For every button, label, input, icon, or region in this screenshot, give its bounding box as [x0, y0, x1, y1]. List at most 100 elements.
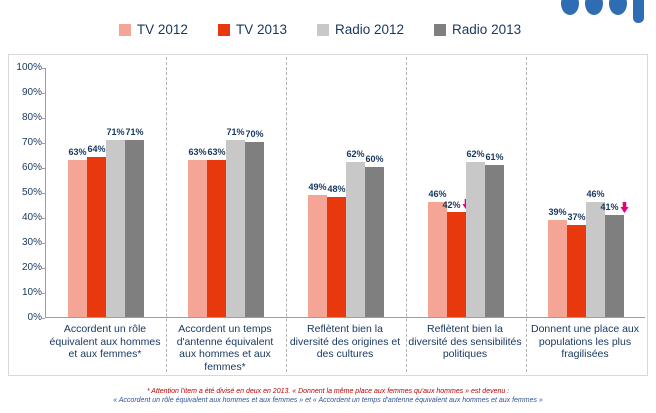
legend-swatch	[118, 23, 131, 36]
bar-tv-2012: 63%	[188, 147, 207, 317]
logo-shape	[633, 0, 644, 23]
bar-value-label: 63%	[188, 146, 207, 157]
legend-swatch	[434, 23, 447, 36]
bar-value-label: 48%	[327, 184, 346, 194]
bar-value-label: 62%	[346, 149, 365, 159]
bar-tv-2012: 49%	[308, 182, 327, 317]
bar-radio-2012: 71%	[226, 127, 245, 317]
y-axis-tick	[41, 168, 45, 169]
bar-tv-2013: 63%	[207, 147, 226, 317]
legend-item: TV 2013	[217, 22, 287, 37]
category-label: Donnent une place aux populations les pl…	[531, 323, 639, 361]
legend-label: TV 2013	[235, 22, 287, 37]
legend-label: Radio 2013	[452, 22, 522, 37]
bar-radio-2013: 71%	[125, 127, 144, 317]
bar-value-label: 71%	[106, 126, 125, 137]
bar-radio-2012: 62%	[466, 149, 485, 317]
bar-group: 39% 37% 46% 41%	[548, 189, 629, 317]
bar-value-label: 71%	[226, 126, 245, 137]
category-label: Accordent un rôle équivalent aux hommes …	[49, 323, 161, 361]
bar-value-label: 60%	[365, 154, 384, 164]
legend-swatch	[316, 23, 329, 36]
legend-label: Radio 2012	[334, 22, 405, 37]
y-axis-tick	[41, 318, 45, 319]
legend-swatch	[217, 23, 230, 36]
y-axis-tick	[41, 143, 45, 144]
bar-tv-2013: 48%	[327, 184, 346, 317]
bar-radio-2012: 46%	[586, 189, 605, 317]
bar-radio-2013: 60%	[365, 154, 384, 317]
bar-value-label: 61%	[485, 151, 504, 162]
bar-group: 63% 64% 71% 71%	[68, 127, 144, 317]
y-axis-tick-label: 20%	[21, 262, 42, 273]
legend-item: Radio 2012	[316, 22, 405, 37]
bar-value-label: 63%	[207, 146, 226, 157]
y-axis-tick-label: 10%	[21, 287, 42, 298]
bar-radio-2013: 41%	[600, 201, 629, 317]
y-axis-tick-label: 80%	[21, 112, 42, 123]
y-axis-tick	[41, 218, 45, 219]
y-axis-tick-label: 70%	[21, 137, 42, 148]
decrease-arrow-icon	[619, 201, 629, 213]
category-label: Reflètent bien la diversité des origines…	[289, 323, 401, 361]
footnote-line-1: * Attention l'item a été divisé en deux …	[146, 388, 510, 395]
y-axis-tick	[41, 243, 45, 244]
logo-shape	[609, 0, 627, 15]
category-label: Reflètent bien la diversité des sensibil…	[408, 323, 522, 361]
bar-value-label: 46%	[586, 189, 605, 199]
y-axis-tick-label: 50%	[21, 187, 42, 198]
y-axis-tick	[41, 93, 45, 94]
bar-value-label: 62%	[466, 149, 485, 159]
bar-tv-2012: 63%	[68, 147, 87, 317]
bar-tv-2012: 39%	[548, 207, 567, 317]
bar-tv-2013: 64%	[87, 144, 106, 317]
bar-group: 63% 63% 71% 70%	[188, 127, 264, 317]
bar-value-label: 41%	[600, 201, 629, 213]
y-axis-tick-label: 90%	[21, 87, 42, 98]
footnote-line-2: « Accordent un rôle équivalent aux homme…	[113, 397, 543, 405]
chart-legend: TV 2012 TV 2013 Radio 2012 Radio 2013	[40, 22, 600, 37]
y-axis-tick-label: 40%	[21, 212, 42, 223]
y-axis-tick	[41, 68, 45, 69]
group-separator	[286, 57, 287, 372]
bar-tv-2012: 46%	[428, 189, 447, 317]
plot-area: 63% 64% 71% 71% 63% 63% 71% 70% 49% 48% 62% 60% 46% 4…	[45, 57, 645, 372]
y-axis-tick	[41, 268, 45, 269]
legend-item: Radio 2013	[434, 22, 521, 37]
bar-value-label: 70%	[245, 129, 264, 139]
y-axis-tick-label: 100%	[16, 62, 42, 73]
y-axis-tick-label: 0%	[27, 312, 42, 323]
bar-tv-2013: 37%	[567, 212, 586, 317]
bar-radio-2012: 62%	[346, 149, 365, 317]
bar-radio-2013: 70%	[245, 129, 264, 317]
bar-group: 46% 42% 62% 61%	[428, 149, 504, 317]
y-axis-tick-label: 60%	[21, 162, 42, 173]
legend-item: TV 2012	[118, 22, 188, 37]
footnote: * Attention l'item a été divisé en deux …	[0, 387, 656, 405]
bar-value-label: 64%	[87, 144, 106, 154]
group-separator	[406, 57, 407, 372]
chart-border	[8, 54, 648, 376]
bar-value-label: 49%	[308, 181, 327, 192]
logo-shape	[585, 0, 603, 15]
y-axis-tick-label: 30%	[21, 237, 42, 248]
bar-value-label: 37%	[567, 211, 586, 222]
bar-radio-2013: 61%	[485, 152, 504, 317]
category-label: Accordent un temps d'antenne équivalent …	[176, 323, 274, 373]
legend-label: TV 2012	[136, 22, 188, 37]
bar-radio-2012: 71%	[106, 127, 125, 317]
bar-value-label: 46%	[428, 189, 447, 199]
y-axis-tick	[41, 193, 45, 194]
logo-fragment-icon	[561, 0, 644, 23]
bar-value-label: 71%	[125, 126, 144, 137]
bar-value-label: 39%	[548, 206, 567, 217]
logo-shape	[561, 0, 579, 15]
group-separator	[166, 57, 167, 372]
bar-group: 49% 48% 62% 60%	[308, 149, 384, 317]
y-axis-tick	[41, 118, 45, 119]
bar-value-label: 63%	[68, 146, 87, 157]
group-separator	[526, 57, 527, 372]
bar-tv-2013: 42%	[442, 199, 471, 317]
y-axis-tick	[41, 293, 45, 294]
